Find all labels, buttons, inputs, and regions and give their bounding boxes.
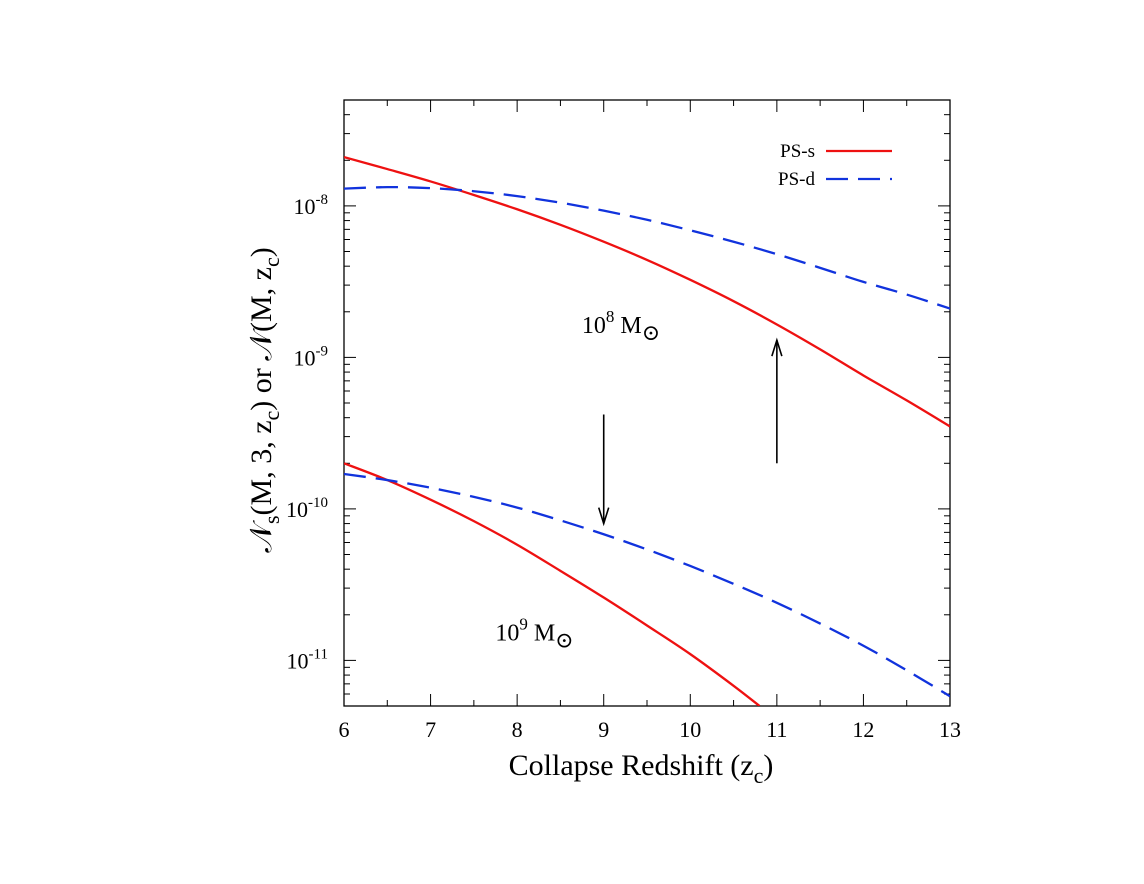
x-axis-label: Collapse Redshift (zc) (509, 749, 774, 788)
y-tick-label: 10-11 (287, 646, 328, 673)
series-ps-d-10e9-line (344, 472, 950, 698)
legend-label-ps-d: PS-d (778, 169, 815, 190)
x-tick-label: 7 (425, 717, 436, 742)
curve-annotations: 108 M⊙ 109 M⊙ (495, 307, 660, 653)
axis-ticks (343, 99, 951, 707)
plot-frame (343, 99, 951, 707)
arrow-head (771, 337, 783, 357)
x-tick-label: 8 (512, 717, 523, 742)
x-tick-label: 13 (939, 717, 961, 742)
y-axis-label: 𝒩s(M, 3, zc) or 𝒩(M, zc) (245, 247, 284, 553)
y-tick-label: 10-9 (294, 343, 329, 370)
y-tick-label: 10-8 (294, 192, 329, 219)
x-tick-label: 10 (679, 717, 701, 742)
x-tick-label: 12 (852, 717, 874, 742)
y-tick-label: 10-10 (286, 495, 328, 522)
series-ps-d-10e8-line (344, 185, 950, 310)
x-tick-labels: 6 7 8 9 10 11 12 13 (339, 717, 962, 742)
data-series (344, 155, 950, 706)
x-tick-label: 6 (339, 717, 350, 742)
mass-annotation: 108 M⊙ (582, 307, 660, 345)
series-ps-s-10e8-line (344, 155, 950, 428)
legend: PS-s PS-d (778, 141, 892, 190)
arrow-head (597, 507, 610, 527)
x-tick-label: 11 (766, 717, 787, 742)
series-ps-s-10e9-line (344, 462, 761, 706)
y-tick-labels: 10-8 10-9 10-10 10-11 (286, 192, 328, 674)
legend-label-ps-s: PS-s (780, 141, 815, 162)
annotation-arrows (597, 337, 783, 527)
mass-annotation: 109 M⊙ (495, 615, 573, 653)
x-tick-label: 9 (598, 717, 609, 742)
